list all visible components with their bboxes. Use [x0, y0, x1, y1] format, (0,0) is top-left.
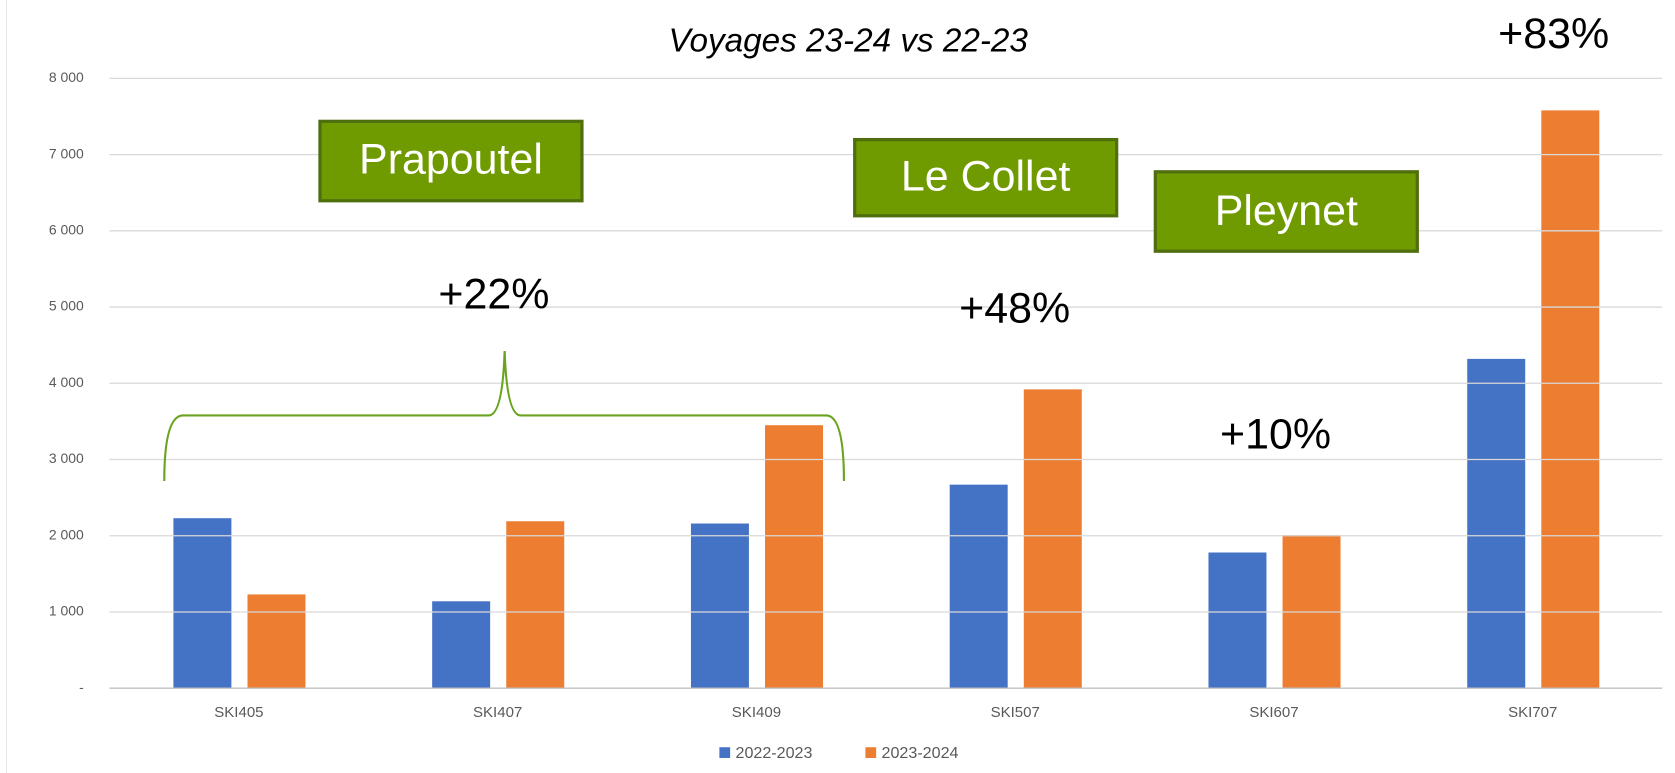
y-tick-label: - [79, 679, 84, 695]
legend-swatch [865, 747, 877, 758]
bar [765, 425, 824, 689]
bar [1208, 552, 1267, 689]
x-tick-label: SKI507 [991, 704, 1040, 721]
x-tick-label: SKI407 [473, 704, 522, 721]
annotation: +10% [1220, 410, 1331, 458]
y-tick-label: 3 000 [49, 450, 84, 466]
x-tick-label: SKI405 [214, 704, 263, 721]
label-box [1153, 170, 1419, 253]
y-tick-label: 2 000 [49, 526, 84, 542]
y-tick-label: 5 000 [49, 298, 84, 314]
annotation: Pleynet [1215, 187, 1358, 235]
brace [163, 351, 846, 481]
annotation: +83% [1498, 10, 1609, 58]
bar [949, 484, 1008, 689]
x-tick-label: SKI607 [1249, 704, 1298, 721]
x-tick-label: SKI707 [1508, 704, 1557, 721]
legend-label: 2022-2023 [735, 744, 812, 762]
label-box [853, 137, 1119, 218]
annotation: +22% [438, 271, 549, 319]
y-tick-label: 7 000 [49, 145, 84, 161]
annotation: Prapoutel [359, 135, 543, 183]
bar [1467, 358, 1526, 689]
chart-title: Voyages 23-24 vs 22-23 [669, 23, 1029, 60]
y-tick-label: 4 000 [49, 374, 84, 390]
y-tick-label: 1 000 [49, 603, 84, 619]
bar [1023, 389, 1082, 689]
bar [432, 601, 491, 689]
x-tick-label: SKI409 [732, 704, 781, 721]
bar [247, 594, 306, 689]
y-tick-label: 8 000 [49, 69, 84, 85]
label-box [318, 119, 584, 203]
annotation: +48% [959, 285, 1070, 333]
annotation: Le Collet [901, 153, 1071, 201]
bar [506, 521, 565, 689]
bar [1541, 110, 1600, 689]
legend-swatch [719, 747, 731, 758]
y-tick-label: 6 000 [49, 222, 84, 238]
legend-label: 2023-2024 [882, 744, 959, 762]
bar [173, 518, 232, 689]
bar [690, 523, 749, 689]
